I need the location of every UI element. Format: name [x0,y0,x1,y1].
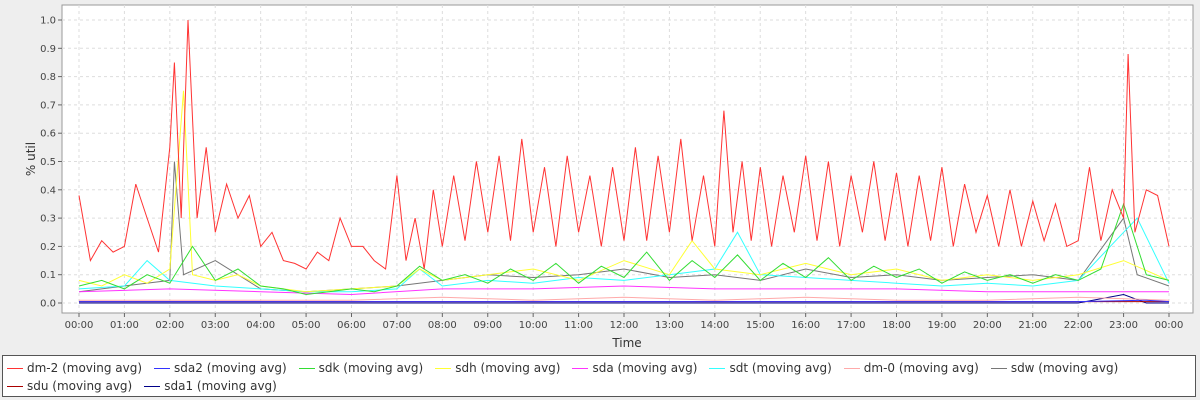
legend-item: dm-0 (moving avg) [843,359,979,377]
x-tick-label: 17:00 [837,320,866,331]
legend-swatch [435,367,452,369]
legend-label: dm-0 (moving avg) [863,361,979,375]
series-line-sdk [78,202,1170,296]
x-tick-label: 19:00 [928,320,957,331]
y-tick-label: 1.0 [40,16,56,27]
x-tick-label: 05:00 [292,320,321,331]
x-tick-label: 03:00 [201,320,230,331]
grid [62,5,1193,313]
x-tick-label: 04:00 [246,320,275,331]
legend-item: sda (moving avg) [572,359,697,377]
series-line-sdw [78,161,1170,293]
y-tick-label: 0.5 [40,157,56,168]
x-tick-label: 14:00 [700,320,729,331]
x-axis-label: Time [611,336,641,350]
x-tick-label: 21:00 [1018,320,1047,331]
x-tick-label: 16:00 [791,320,820,331]
legend-label: sdk (moving avg) [318,361,424,375]
x-tick-label: 22:00 [1064,320,1093,331]
legend-item: sdw (moving avg) [990,359,1119,377]
legend-item: sdu (moving avg) [7,377,132,395]
y-tick-label: 0.0 [40,299,56,310]
x-axis: 00:00 01:00 02:00 03:00 04:00 05:00 06:00 07:00… [65,313,1184,331]
x-tick-label: 13:00 [655,320,684,331]
y-tick-label: 0.9 [40,44,56,55]
chart: 0.00.10.20.30.40.50.60.70.80.91.0 00:00 0… [24,4,1194,350]
legend-item: sdt (moving avg) [709,359,832,377]
series-line-dm-2 [78,19,1170,270]
legend-swatch [298,367,315,369]
x-tick-label: 12:00 [610,320,639,331]
x-tick-label: 08:00 [428,320,457,331]
y-tick-label: 0.6 [40,129,56,140]
x-tick-label: 01:00 [110,320,139,331]
series-line-sda [78,285,1169,296]
x-tick-label: 09:00 [473,320,502,331]
y-tick-label: 0.2 [40,242,56,253]
y-axis: 0.0 0.1 0.2 0.3 0.4 0.5 0.6 0.7 0.8 0.9 1.0 [40,16,62,310]
y-tick-label: 0.7 [40,100,56,111]
legend: dm-2 (moving avg) sda2 (moving avg) sdk (m… [2,355,1196,397]
x-tick-label: 10:00 [519,320,548,331]
legend-swatch [572,367,589,369]
x-tick-label: 20:00 [973,320,1002,331]
legend-item: sdh (moving avg) [435,359,560,377]
legend-item: sda1 (moving avg) [144,377,277,395]
x-tick-label: 18:00 [882,320,911,331]
x-tick-label: 02:00 [155,320,184,331]
legend-swatch [154,367,171,369]
legend-label: dm-2 (moving avg) [27,361,143,375]
legend-swatch [709,367,726,369]
legend-swatch [7,367,23,369]
y-tick-label: 0.1 [40,270,56,281]
legend-label: sdw (moving avg) [1010,361,1119,375]
legend-swatch [144,385,161,387]
x-tick-label: 23:00 [1109,320,1138,331]
y-tick-label: 0.3 [40,214,56,225]
x-tick-label: 00:00 [1155,320,1184,331]
x-tick-label: 11:00 [564,320,593,331]
series-line-sda2 [79,299,1170,303]
x-tick-label: 15:00 [746,320,775,331]
series-line-dm-0 [79,296,1170,301]
legend-label: sda2 (moving avg) [174,361,287,375]
x-tick-label: 06:00 [337,320,366,331]
legend-label: sda1 (moving avg) [164,379,277,393]
legend-label: sdh (moving avg) [455,361,561,375]
x-tick-label: 07:00 [383,320,412,331]
plot-background [61,4,1194,314]
legend-label: sdt (moving avg) [729,361,832,375]
x-tick-label: 00:00 [65,320,94,331]
series-line-sdt [78,217,1170,293]
legend-swatch [843,367,860,369]
legend-item: dm-2 (moving avg) [7,359,142,377]
legend-item: sdk (moving avg) [298,359,424,377]
legend-swatch [7,385,23,387]
legend-label: sdu (moving avg) [27,379,133,393]
legend-label: sda (moving avg) [592,361,698,375]
y-tick-label: 0.4 [40,185,56,196]
y-tick-label: 0.8 [40,72,56,83]
legend-swatch [990,367,1007,369]
legend-item: sda2 (moving avg) [154,359,287,377]
series-lines [78,19,1170,304]
y-axis-label: % util [24,142,38,176]
